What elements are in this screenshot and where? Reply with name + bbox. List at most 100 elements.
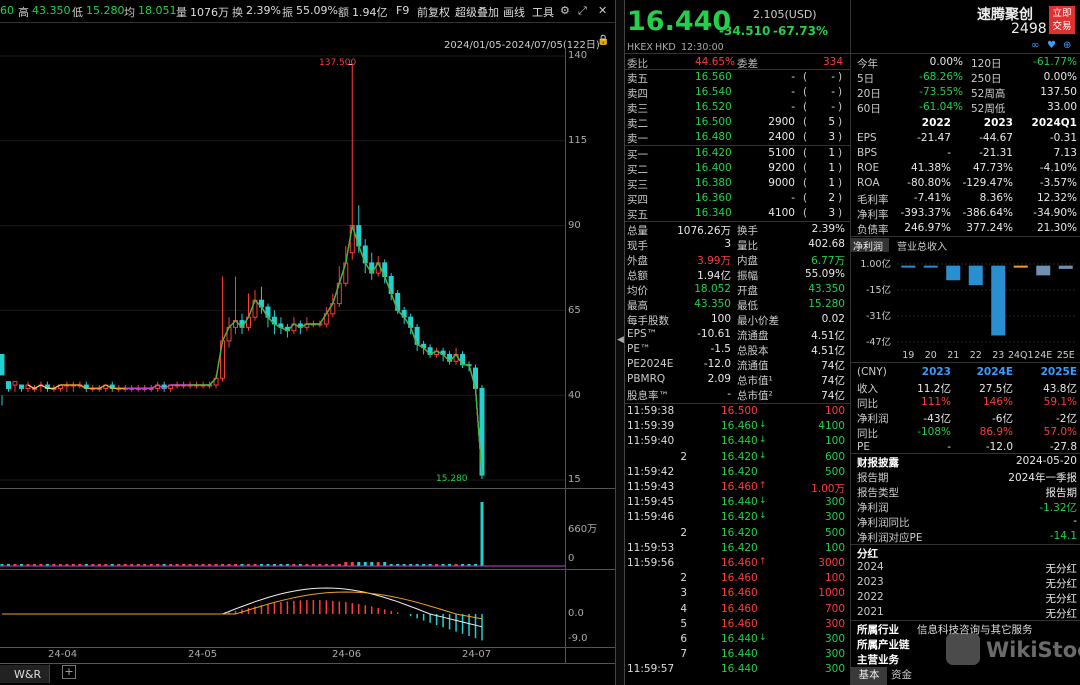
fin-value: - [947, 147, 951, 159]
tab-wr[interactable]: W&R [14, 668, 42, 681]
asks-level-5[interactable]: 卖一 16.480 2400 (3) [625, 130, 850, 145]
fin-value: -129.47% [962, 177, 1013, 189]
stat-value-2: 74亿 [821, 375, 845, 387]
volume-bar [208, 564, 212, 566]
bids-volume: 4100 [768, 207, 795, 219]
kline-chart-panel[interactable]: 60 高 43.350 低 15.280 均 18.051 量 1076万 换 … [0, 0, 615, 685]
asks-level-2[interactable]: 卖四 16.540-(-) [625, 85, 850, 100]
industry-value[interactable]: 信息科技咨询与其它服务 [917, 624, 1033, 636]
bids-level-5[interactable]: 买五 16.340 4100 (3) [625, 206, 850, 221]
tab-basic[interactable]: 基本 [851, 667, 887, 685]
collapse-arrow-icon[interactable]: ◀ [617, 335, 624, 345]
candlestick-svg [0, 55, 565, 481]
tick-row: 11:59:53 16.420 100 [625, 541, 850, 556]
bids-paren-open: ( [803, 207, 808, 219]
fin-row: BPS - -21.31 7.13 [851, 146, 1080, 161]
stat-value-2: 74亿 [821, 390, 845, 402]
fc-label: 同比 [857, 428, 878, 440]
fc-label: 同比 [857, 398, 878, 410]
volume-bar [19, 564, 23, 566]
side-toggle-bar[interactable]: ◀ [615, 0, 625, 685]
fin-year-header: 2023 [983, 117, 1013, 129]
tick-row: 2 16.420 500 [625, 526, 850, 541]
alert-icon[interactable]: ⊕ [1063, 40, 1072, 51]
report-label: 报告类型 [857, 487, 899, 499]
high-value: 43.350 [32, 4, 71, 17]
volume-bar [13, 564, 17, 566]
bids-paren-close: ) [838, 177, 843, 189]
menu-draw[interactable]: 画线 [503, 6, 525, 19]
volume-bar [156, 564, 160, 566]
menu-f9[interactable]: F9 [396, 4, 410, 17]
asks-level-1[interactable]: 卖五 16.560-(-) [625, 70, 850, 85]
bids-volume: - [791, 192, 795, 204]
close-icon[interactable]: ✕ [598, 4, 608, 17]
tab-revenue[interactable]: 营业总收入 [897, 242, 947, 253]
fin-value: -386.64% [962, 207, 1013, 219]
stat-label: PE™ [627, 343, 651, 355]
tick-arrow-icon: ↓ [759, 420, 767, 431]
bids-paren-close: ) [838, 147, 843, 159]
stat-label-2: 流通盘 [737, 330, 769, 342]
div-value: 无分红 [1045, 608, 1078, 620]
bids-level-4[interactable]: 买四 16.360 -(2) [625, 191, 850, 206]
volume-bar [32, 564, 36, 566]
profit-bar [923, 265, 938, 268]
tab-net-profit[interactable]: 净利润 [851, 238, 889, 253]
volume-bar [182, 564, 186, 566]
trade-button[interactable]: 立即交易 [1049, 6, 1075, 34]
tick-volume: 500 [824, 465, 845, 478]
tick-volume: 1.00万 [811, 483, 845, 495]
bids-price: 16.420 [695, 147, 732, 159]
tick-volume: 4100 [818, 420, 845, 433]
settings-icon[interactable]: ⚙ [560, 4, 570, 17]
fin-value: 47.73% [972, 162, 1013, 174]
y-label-140: 140 [568, 50, 588, 61]
menu-tools[interactable]: 工具 [532, 6, 554, 19]
expand-icon[interactable]: ⤢ [578, 4, 587, 17]
stat-label: EPS™ [627, 328, 658, 340]
candle-body [12, 381, 18, 386]
bids-price: 16.360 [695, 192, 732, 204]
div-row: 2024 无分红 [851, 560, 1080, 575]
stat-value-2: 43.350 [808, 283, 845, 295]
stat-value-2: 4.51亿 [811, 330, 845, 342]
fin-year-header: 2024Q1 [1031, 117, 1077, 129]
volume-bar [428, 564, 432, 566]
tick-price: 16.460 [721, 617, 758, 630]
bids-level-label: 买二 [627, 164, 648, 176]
tick-list[interactable]: 11:59:38 16.500 100 11:59:39 16.460 ↓ 4100 11:5… [625, 404, 850, 679]
volume-bar [214, 564, 218, 566]
menu-overlay[interactable]: 超级叠加 [455, 6, 499, 19]
menu-adjust[interactable]: 前复权 [417, 6, 450, 19]
fin-header: 2022 2023 2024Q1 [851, 116, 1080, 131]
bids-level-1[interactable]: 买一 16.420 5100 (1) [625, 146, 850, 161]
fc-value: -108% [917, 426, 951, 438]
tick-arrow-icon: ↓ [759, 450, 767, 461]
tick-price: 16.440 [721, 663, 758, 676]
report-label: 净利润对应PE [857, 532, 923, 544]
favorite-icon[interactable]: ♥ [1047, 40, 1056, 51]
amt-label: 额 [338, 6, 349, 19]
tick-time: 11:59:43 [627, 481, 675, 493]
tab-capital[interactable]: 资金 [891, 669, 912, 681]
period-label-2: 52周高 [971, 88, 1006, 100]
asks-level-3[interactable]: 卖三 16.520-(-) [625, 100, 850, 115]
link-icon[interactable]: ∞ [1031, 40, 1040, 51]
asks-level-4[interactable]: 卖二 16.500 2900 (5) [625, 115, 850, 130]
lock-icon[interactable]: 🔒 [597, 35, 610, 46]
stat-value: 2.09 [707, 373, 731, 385]
tick-row: 2 16.460 100 [625, 571, 850, 586]
period-row: 60日 -61.04% 52周低 33.00 [851, 100, 1080, 115]
bids-level-2[interactable]: 买二 16.400 9200 (1) [625, 161, 850, 176]
volume-bar [311, 564, 315, 566]
fin-value: -21.47 [917, 132, 951, 144]
x-label-jun: 24-06 [332, 649, 362, 660]
tick-price: 16.420 [721, 511, 758, 524]
add-indicator-button[interactable]: + [62, 665, 76, 679]
watermark-text: WikiStock [986, 638, 1080, 662]
bids-level-3[interactable]: 买三 16.380 9000 (1) [625, 176, 850, 191]
volume-bar [65, 564, 69, 566]
period-value-2: 137.50 [1040, 86, 1077, 98]
fin-value: 8.36% [979, 192, 1013, 204]
